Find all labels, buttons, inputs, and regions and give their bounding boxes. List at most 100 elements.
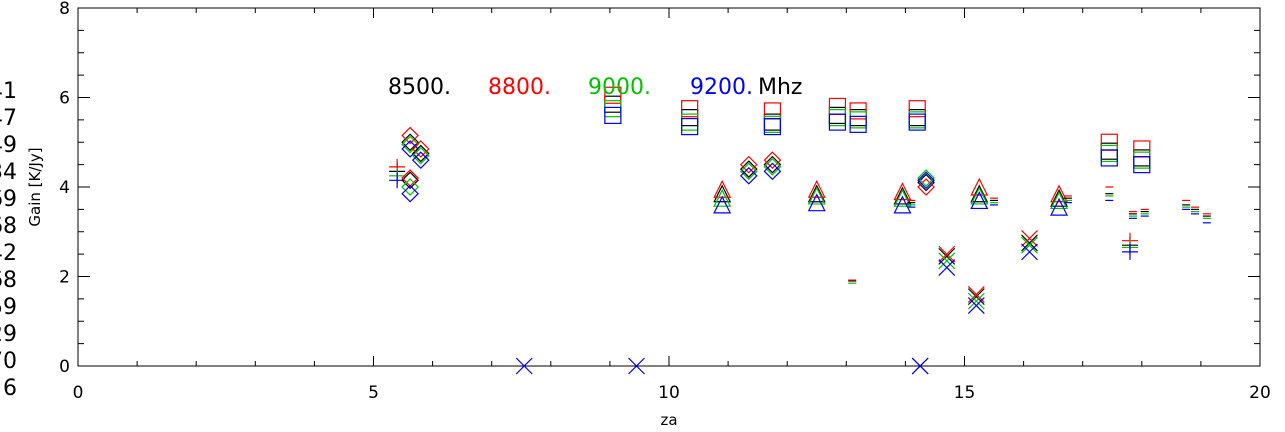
triangle-marker xyxy=(893,182,912,201)
axis-ticks xyxy=(77,7,1261,367)
square-marker xyxy=(1133,156,1151,174)
triangle-marker xyxy=(807,193,826,212)
diamond-marker xyxy=(401,126,419,145)
left-cut-label: 68 xyxy=(0,214,17,239)
triangle-marker xyxy=(807,184,826,203)
y-tick-label: 0 xyxy=(59,357,70,377)
diamond-marker xyxy=(739,162,758,181)
cross-marker xyxy=(1021,230,1038,247)
left-cut-label: 49 xyxy=(0,133,17,158)
legend-entry: 8500. xyxy=(388,75,451,100)
left-cut-label: 29 xyxy=(0,322,17,347)
diamond-marker xyxy=(763,162,782,181)
square-marker xyxy=(604,86,622,104)
triangle-marker xyxy=(713,195,732,214)
diamond-marker xyxy=(739,155,758,174)
square-marker xyxy=(908,113,926,131)
left-cut-label: 59 xyxy=(0,295,17,320)
left-cut-labels: 41474934696842685929706 xyxy=(0,79,17,401)
cross-marker xyxy=(515,357,533,375)
triangle-marker xyxy=(970,184,989,203)
legend-unit: Mhz xyxy=(758,75,802,100)
cross-marker xyxy=(938,252,956,270)
diamond-marker xyxy=(411,144,430,163)
diamond-marker xyxy=(401,133,419,152)
legend-entry: 9000. xyxy=(588,75,651,100)
left-cut-label: 68 xyxy=(0,268,17,293)
plus-marker xyxy=(1121,243,1138,260)
legend-entry: 9200. xyxy=(690,75,753,100)
square-marker xyxy=(604,106,622,125)
triangle-marker xyxy=(893,188,912,207)
x-tick-label: 0 xyxy=(73,383,84,403)
triangle-marker xyxy=(713,184,732,203)
square-marker xyxy=(1100,133,1118,151)
cross-marker xyxy=(1021,243,1038,261)
data-marks xyxy=(389,86,1211,375)
triangle-marker xyxy=(807,179,826,198)
x-tick-label: 20 xyxy=(1249,383,1271,403)
triangle-marker xyxy=(807,186,826,205)
triangle-marker xyxy=(893,195,912,214)
diamond-marker xyxy=(401,184,419,203)
diamond-marker xyxy=(917,173,935,192)
diamond-marker xyxy=(917,171,935,190)
diamond-marker xyxy=(763,151,782,169)
triangle-marker xyxy=(1050,188,1069,207)
square-marker xyxy=(849,115,867,133)
left-cut-label: 34 xyxy=(0,160,17,185)
tick-labels: 0 5 10 15 20 0 2 4 6 8 xyxy=(59,0,1271,403)
triangle-marker xyxy=(970,186,989,205)
left-cut-label: 69 xyxy=(0,187,17,212)
legend-entry: 8800. xyxy=(488,75,551,100)
x-tick-label: 5 xyxy=(368,383,379,403)
x-tick-label: 15 xyxy=(954,383,976,403)
diamond-marker xyxy=(739,160,758,178)
diamond-marker xyxy=(739,166,758,185)
square-marker xyxy=(908,100,926,118)
left-cut-label: 41 xyxy=(0,79,17,104)
diamond-marker xyxy=(411,140,430,158)
diamond-marker xyxy=(411,146,430,165)
diamond-marker xyxy=(401,171,419,190)
square-marker xyxy=(763,117,782,136)
cross-marker xyxy=(967,288,985,306)
triangle-marker xyxy=(1050,184,1069,203)
diamond-marker xyxy=(401,135,419,154)
y-axis-title: Gain [K/Jy] xyxy=(26,147,44,226)
y-tick-label: 2 xyxy=(59,268,70,288)
triangle-marker xyxy=(1050,191,1069,210)
square-marker xyxy=(1100,149,1118,167)
cross-marker xyxy=(938,245,956,263)
triangle-marker xyxy=(970,177,989,196)
cross-marker xyxy=(628,357,645,375)
square-marker xyxy=(681,100,699,118)
cross-marker xyxy=(1021,234,1038,252)
square-marker xyxy=(1133,140,1151,158)
diamond-marker xyxy=(401,178,419,196)
diamond-marker xyxy=(763,158,782,176)
x-axis-title: za xyxy=(660,411,677,429)
square-marker xyxy=(681,117,699,136)
left-cut-label: 47 xyxy=(0,106,17,131)
triangle-marker xyxy=(970,191,989,210)
y-tick-label: 8 xyxy=(59,0,70,19)
diamond-marker xyxy=(763,155,782,174)
cross-marker xyxy=(1021,236,1038,254)
triangle-marker xyxy=(893,186,912,205)
cross-marker xyxy=(967,297,985,315)
square-marker xyxy=(849,102,867,120)
plot-frame xyxy=(77,7,1261,367)
diamond-marker xyxy=(917,169,935,187)
square-marker xyxy=(828,97,847,116)
cross-marker xyxy=(911,357,929,375)
triangle-marker xyxy=(713,188,732,207)
y-tick-label: 6 xyxy=(59,89,70,109)
cross-marker xyxy=(967,292,985,310)
left-cut-label: 70 xyxy=(0,349,17,374)
cross-marker xyxy=(938,259,956,276)
diamond-marker xyxy=(917,178,935,196)
diamond-marker xyxy=(411,151,430,169)
legend: 8500. 8800. 9000. 9200. Mhz xyxy=(388,75,802,100)
